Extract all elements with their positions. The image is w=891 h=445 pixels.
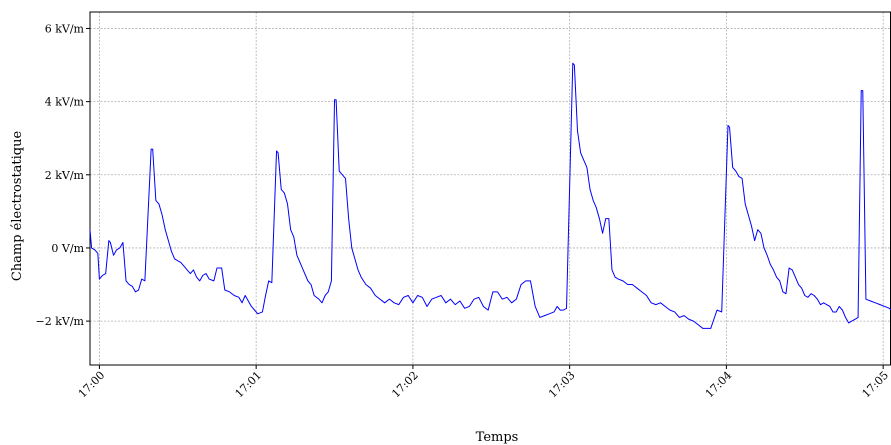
x-tick-label: 17:01 (232, 369, 264, 401)
y-tick-label: 4 kV/m (45, 96, 85, 109)
tick-labels: −2 kV/m 0 V/m 2 kV/m 4 kV/m 6 kV/m 17:00 17:01… (36, 22, 891, 400)
y-tick-label: −2 kV/m (36, 315, 85, 328)
y-axis-title: Champ électrostatique (10, 131, 25, 282)
x-tick-label: 17:00 (76, 369, 108, 401)
series-layer (89, 62, 891, 329)
x-tick-label: 17:04 (703, 369, 735, 401)
x-tick-label: 17:03 (546, 369, 578, 401)
series-line (89, 62, 891, 329)
y-tick-label: 2 kV/m (45, 169, 85, 182)
x-tick-label: 17:02 (389, 369, 421, 401)
plot-frame (89, 11, 891, 366)
y-tick-label: 0 V/m (51, 242, 84, 255)
gridlines (90, 12, 891, 365)
x-tick-label: 17:05 (860, 369, 891, 401)
x-axis-title: Temps (476, 430, 519, 445)
y-tick-label: 6 kV/m (45, 22, 85, 35)
axes (86, 11, 891, 369)
